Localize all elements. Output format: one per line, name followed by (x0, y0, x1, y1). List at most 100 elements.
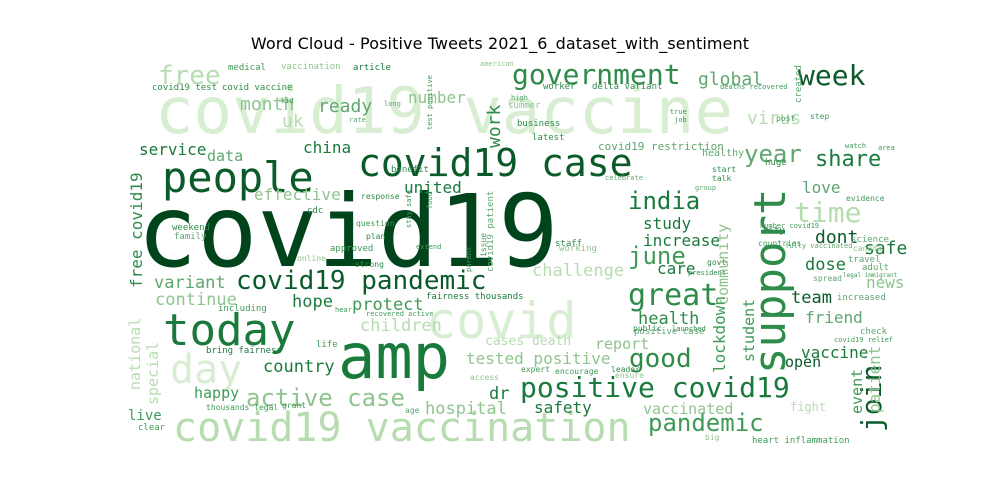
cloud-word: time (794, 196, 861, 229)
cloud-word: grant (282, 401, 306, 410)
cloud-word: approved (330, 244, 373, 254)
cloud-word: covid19 (137, 173, 558, 290)
cloud-word: children (360, 316, 442, 336)
cloud-word: covid19 vaccination (173, 405, 631, 451)
cloud-word: pandemic (648, 409, 764, 437)
cloud-word: share (815, 147, 881, 172)
cloud-word: fairness thousands (426, 292, 524, 302)
cloud-word: patient (865, 346, 884, 413)
cloud-word: deaths recovered (720, 83, 787, 91)
cloud-word: area (878, 144, 895, 152)
cloud-word: spread (813, 274, 842, 283)
cloud-word: family (174, 232, 207, 242)
cloud-word: community (714, 224, 732, 305)
cloud-word: launched (672, 325, 706, 333)
cloud-word: dose (805, 255, 846, 275)
cloud-word: issue (479, 233, 488, 257)
cloud-word: food (426, 192, 434, 209)
cloud-word: heart inflammation (752, 436, 850, 446)
cloud-word: event (848, 369, 866, 414)
cloud-word: worker (543, 82, 576, 92)
cloud-word: number covid19 (760, 222, 819, 230)
cloud-word: fully vaccinated (785, 242, 852, 250)
cloud-word: china (303, 138, 351, 157)
cloud-word: govt (707, 258, 726, 267)
cloud-word: weekend (172, 223, 210, 233)
cloud-word: government (512, 58, 681, 91)
cloud-word: free (158, 61, 221, 91)
cloud-word: open (785, 353, 821, 371)
cloud-word: created (794, 65, 804, 103)
cloud-word: hope (292, 292, 333, 312)
cloud-word: access (470, 373, 499, 382)
cloud-word: cases death (485, 334, 571, 349)
cloud-word: staff (555, 239, 582, 249)
cloud-word: legal immigrant (843, 272, 898, 279)
cloud-word: people (162, 153, 314, 202)
cloud-word: vaccination (281, 62, 341, 72)
cloud-word: free covid19 (127, 172, 146, 288)
cloud-word: hospital (425, 399, 507, 419)
cloud-word: expert (521, 365, 550, 374)
cloud-word: adult (862, 263, 889, 273)
cloud-word: thousands legal (206, 403, 278, 412)
cloud-word: special (144, 342, 162, 405)
cloud-word: science (851, 235, 889, 245)
cloud-word: covid19 pandemic (236, 266, 486, 296)
cloud-word: rate (349, 116, 366, 124)
cloud-word: start (712, 165, 736, 174)
cloud-word: covid19 vaccine (155, 75, 733, 149)
cloud-word: city (763, 226, 785, 236)
cloud-word: long (384, 100, 401, 108)
cloud-word: healthy (702, 148, 744, 159)
cloud-word: fight (790, 400, 826, 414)
cloud-word: friend (805, 308, 863, 327)
cloud-word: clear (138, 423, 166, 433)
cloud-word: covid19 restriction (598, 140, 724, 153)
cloud-word: high (511, 94, 528, 102)
cloud-word: safety (534, 398, 592, 417)
cloud-word: covid19 case (358, 141, 633, 185)
cloud-word: question (356, 219, 395, 228)
cloud-word: news (866, 273, 905, 292)
cloud-word: vaccine (801, 343, 868, 362)
cloud-word: safe (864, 238, 907, 259)
cloud-word: dont (815, 227, 858, 248)
cloud-word: life (316, 340, 338, 350)
cloud-word: delta variant (592, 82, 662, 92)
cloud-word: countries (758, 239, 802, 248)
cloud-word: step (810, 112, 829, 121)
cloud-word: dr (489, 384, 509, 404)
cloud-word: evidence (846, 194, 885, 203)
cloud-word: increase (643, 231, 720, 250)
cloud-word: happy (194, 384, 239, 402)
cloud-word: public (633, 324, 662, 333)
cloud-word: work (484, 104, 505, 148)
cloud-word: covid (426, 292, 577, 350)
cloud-word: month (240, 94, 294, 115)
cloud-word: hear (335, 306, 352, 314)
cloud-word: care (657, 259, 696, 278)
cloud-word: american (480, 60, 514, 68)
cloud-word: day (170, 347, 242, 393)
cloud-word: week (798, 59, 866, 92)
cloud-word: plan (366, 232, 385, 241)
cloud-word: united (404, 178, 462, 197)
cloud-word: india (628, 187, 700, 215)
cloud-word: support (745, 189, 796, 374)
cloud-word: great (628, 278, 718, 313)
cloud-word: cdc (307, 206, 323, 216)
cloud-word: covid vaccine (222, 83, 292, 93)
cloud-word: health (638, 309, 699, 329)
cloud-word: effective (254, 185, 341, 204)
cloud-word: lockdown (710, 296, 729, 373)
cloud-word: positive case (634, 327, 704, 337)
cloud-word: ensure (615, 371, 644, 380)
cloud-word: recovered active (366, 310, 433, 318)
cloud-word: leader (611, 365, 640, 374)
cloud-word: encourage (555, 367, 599, 376)
cloud-word: travel (848, 255, 881, 265)
cloud-word: national (126, 318, 144, 390)
cloud-word: continue (155, 290, 237, 310)
